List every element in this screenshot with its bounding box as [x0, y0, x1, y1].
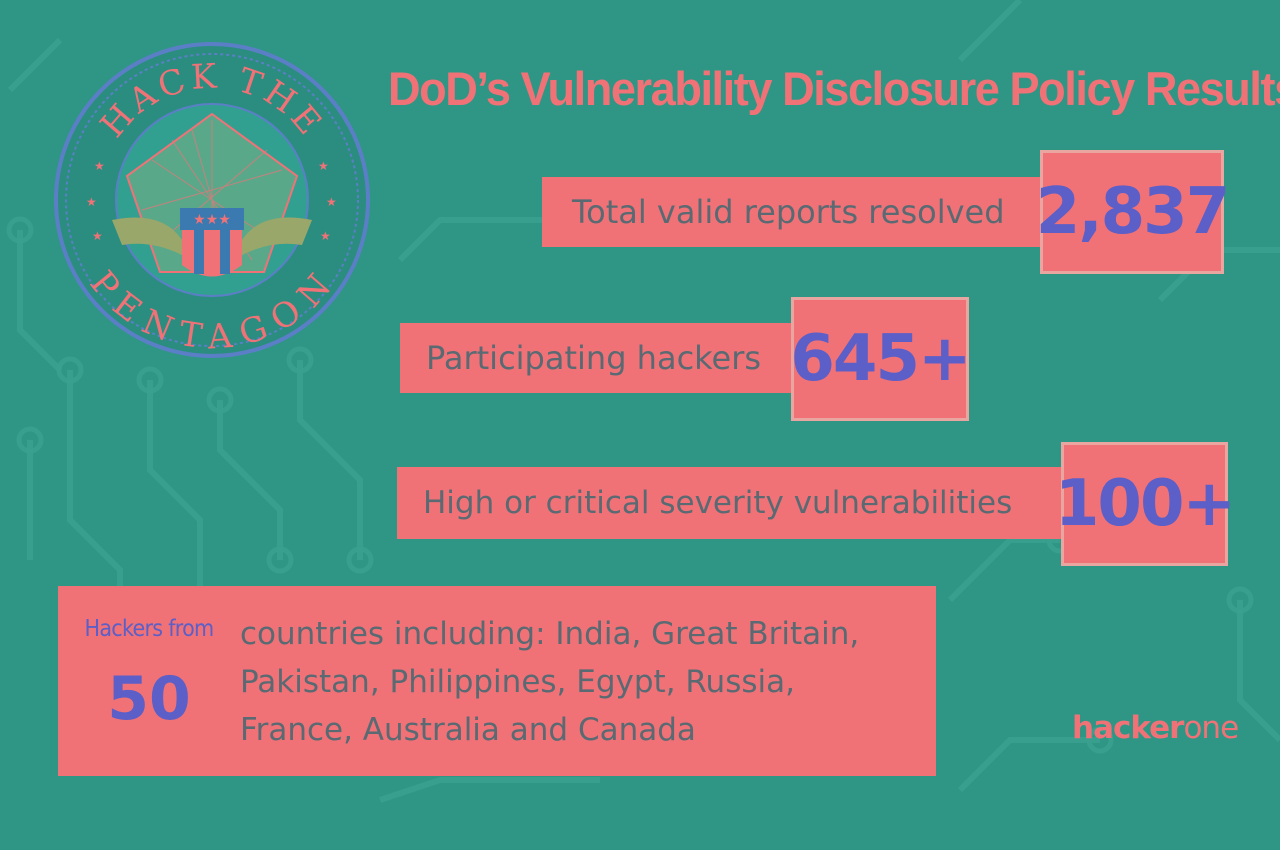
- stat-label-hackers: Participating hackers: [400, 323, 794, 393]
- stat-value-hackers: 645+: [790, 297, 972, 421]
- stat-value-severity: 100+: [1055, 442, 1236, 566]
- hackerone-logo: hackerone: [1072, 710, 1239, 750]
- countries-panel: Hackers from 50 countries including: Ind…: [58, 586, 936, 776]
- stat-value-reports: 2,837: [1036, 150, 1230, 274]
- svg-text:★★★: ★★★: [193, 212, 231, 228]
- brand-part-hacker: hacker: [1072, 710, 1184, 746]
- countries-list: countries including: India, Great Britai…: [240, 610, 930, 754]
- stat-label-reports-text: Total valid reports resolved: [572, 193, 1005, 231]
- stat-value-hackers-text: 645+: [790, 322, 971, 396]
- stat-value-severity-text: 100+: [1054, 467, 1236, 541]
- hack-the-pentagon-seal-icon: ★★★ ★ ★ ★ ★ ★ ★ HACK THE PENTAGON: [54, 42, 370, 358]
- country-count: 50: [107, 664, 191, 734]
- stat-label-reports: Total valid reports resolved: [542, 177, 1042, 247]
- brand-part-one: one: [1183, 710, 1239, 746]
- svg-text:★: ★: [320, 229, 331, 243]
- countries-line: Pakistan, Philippines, Egypt, Russia,: [240, 664, 795, 700]
- svg-text:★: ★: [326, 195, 337, 209]
- stat-value-reports-text: 2,837: [1035, 175, 1230, 249]
- svg-text:★: ★: [86, 195, 97, 209]
- svg-text:★: ★: [318, 159, 329, 173]
- stat-label-severity-text: High or critical severity vulnerabilitie…: [423, 484, 1013, 521]
- stat-label-severity: High or critical severity vulnerabilitie…: [397, 467, 1063, 539]
- svg-text:★: ★: [92, 229, 103, 243]
- hackers-from-label: Hackers from: [84, 616, 214, 642]
- countries-line: countries including: India, Great Britai…: [240, 616, 860, 652]
- svg-text:★: ★: [94, 159, 105, 173]
- countries-line: France, Australia and Canada: [240, 712, 696, 748]
- stat-label-hackers-text: Participating hackers: [426, 339, 762, 377]
- page-title: DoD’s Vulnerability Disclosure Policy Re…: [388, 62, 1280, 115]
